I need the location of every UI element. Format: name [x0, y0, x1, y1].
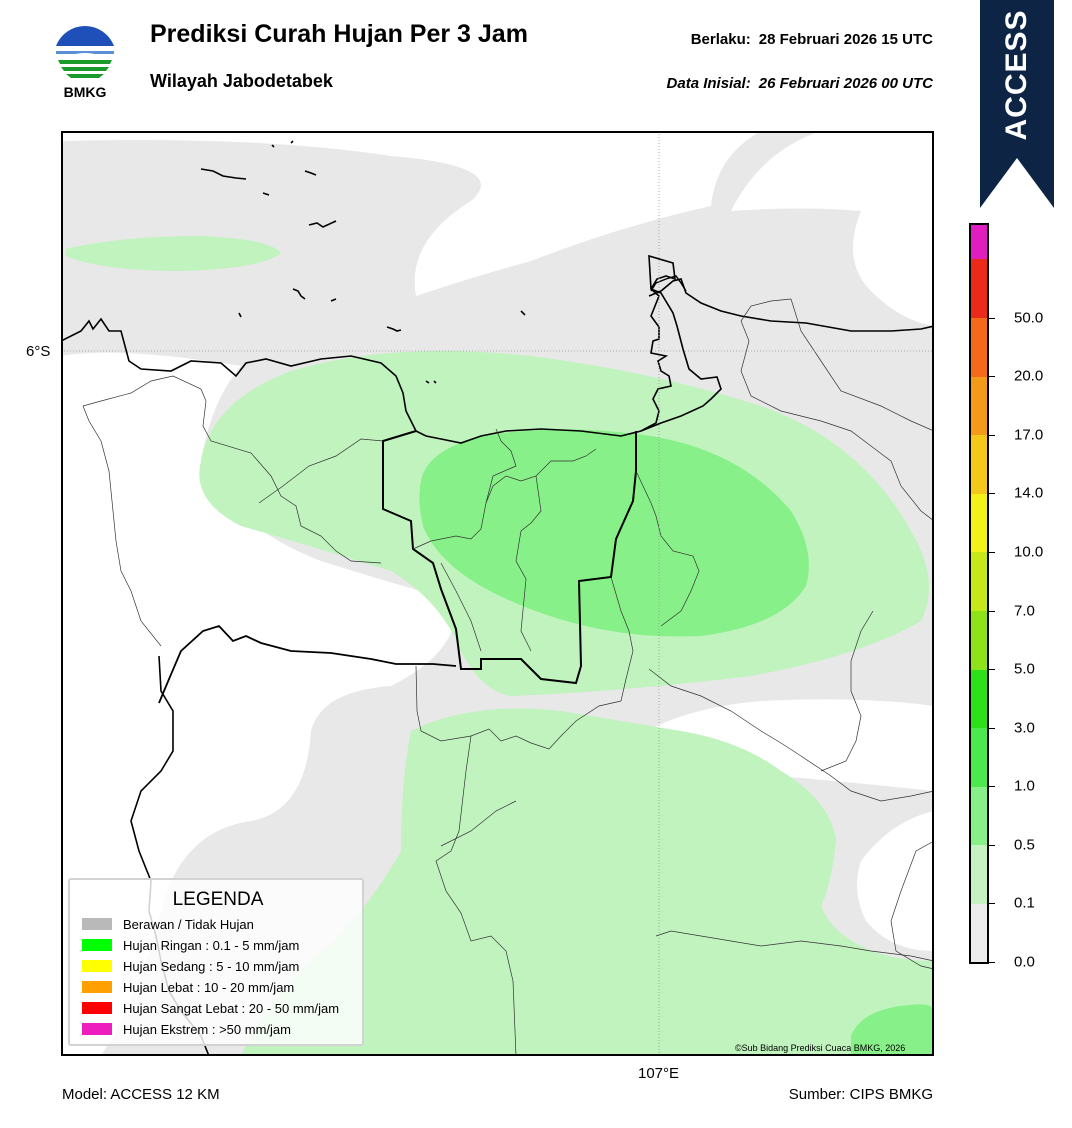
legend-label: Hujan Lebat : 10 - 20 mm/jam — [123, 979, 295, 995]
white-area-se2 — [857, 811, 934, 951]
legend-item: Hujan Ekstrem : >50 mm/jam — [82, 1020, 291, 1038]
colorbar-label: 14.0 — [1014, 484, 1044, 502]
colorbar-segment — [971, 317, 987, 377]
bmkg-logo — [54, 22, 116, 84]
init-time: Data Inisial: 26 Februari 2026 00 UTC — [667, 75, 933, 92]
legend-swatch — [82, 1023, 112, 1035]
district-boundaries — [82, 298, 934, 1056]
valid-value: 28 Februari 2026 15 UTC — [758, 31, 933, 48]
legend: LEGENDA Berawan / Tidak Hujan Hujan Ringa… — [68, 878, 364, 1046]
colorbar-segment — [971, 376, 987, 436]
legend-swatch — [82, 918, 112, 930]
legend-item: Hujan Sangat Lebat : 20 - 50 mm/jam — [82, 999, 339, 1017]
legend-item: Hujan Sedang : 5 - 10 mm/jam — [82, 957, 299, 975]
colorbar-segment — [971, 669, 987, 729]
colorbar-segment — [971, 844, 987, 904]
model-badge — [980, 0, 1054, 208]
legend-title: LEGENDA — [172, 889, 264, 910]
valid-time: Berlaku: 28 Februari 2026 15 UTC — [691, 31, 933, 48]
jakarta-boundary — [382, 430, 637, 685]
colorbar-label: 10.0 — [1014, 543, 1044, 561]
valid-label: Berlaku: — [690, 31, 751, 48]
legend-label: Hujan Sangat Lebat : 20 - 50 mm/jam — [123, 1000, 340, 1016]
model-badge-text: ACCESS — [1000, 9, 1033, 141]
colorbar-label: 0.5 — [1014, 836, 1035, 854]
very-light-rain-nw — [66, 236, 281, 271]
coastline-java-north — [61, 254, 722, 444]
colorbar-tick — [989, 903, 995, 905]
colorbar-segment — [971, 903, 987, 963]
legend-item: Hujan Lebat : 10 - 20 mm/jam — [82, 978, 294, 996]
colorbar-tick — [989, 786, 995, 788]
legend-label: Hujan Sedang : 5 - 10 mm/jam — [123, 958, 300, 974]
model-label: Model: ACCESS 12 KM — [62, 1086, 220, 1103]
colorbar-segment — [971, 786, 987, 846]
white-area-east — [731, 131, 934, 326]
colorbar-tick — [989, 669, 995, 671]
colorbar — [969, 223, 989, 964]
legend-label: Hujan Ekstrem : >50 mm/jam — [123, 1021, 291, 1037]
legend-item: Berawan / Tidak Hujan — [82, 915, 254, 933]
lat-label: 6°S — [26, 343, 51, 360]
colorbar-segment — [971, 493, 987, 553]
map-subtitle: Wilayah Jabodetabek — [150, 71, 333, 91]
colorbar-tick — [989, 727, 995, 729]
logo-text: BMKG — [63, 84, 107, 100]
colorbar-segment — [971, 610, 987, 670]
colorbar-tick — [989, 844, 995, 846]
colorbar-label: 1.0 — [1014, 777, 1035, 795]
colorbar-label: 0.0 — [1014, 953, 1035, 971]
very-light-rain-south — [241, 708, 934, 1056]
colorbar-tick — [989, 317, 995, 319]
colorbar-tick — [989, 376, 995, 378]
source-label: Sumber: CIPS BMKG — [788, 1086, 933, 1103]
legend-swatch — [82, 981, 112, 993]
legend-swatch — [82, 939, 112, 951]
colorbar-segment — [971, 259, 987, 318]
colorbar-tick — [989, 434, 995, 436]
thousand-islands — [200, 140, 526, 384]
colorbar-segment — [971, 551, 987, 611]
colorbar-segment — [971, 434, 987, 494]
lon-label: 107°E — [638, 1065, 680, 1082]
light-rain-core — [419, 429, 809, 637]
legend-swatch — [82, 1002, 112, 1014]
legend-swatch — [82, 960, 112, 972]
colorbar-segment — [971, 225, 987, 259]
colorbar-label: 7.0 — [1014, 602, 1035, 619]
light-rain-se — [851, 1004, 934, 1056]
coastline-east-north — [650, 275, 687, 292]
legend-label: Berawan / Tidak Hujan — [123, 916, 254, 932]
colorbar-tick — [989, 493, 995, 495]
colorbar-label: 50.0 — [1014, 309, 1044, 327]
map-title: Prediksi Curah Hujan Per 3 Jam — [150, 20, 528, 48]
legend-item: Hujan Ringan : 0.1 - 5 mm/jam — [82, 936, 299, 954]
colorbar-segment — [971, 727, 987, 787]
colorbar-label: 3.0 — [1014, 719, 1035, 737]
colorbar-tick — [989, 551, 995, 553]
legend-label: Hujan Ringan : 0.1 - 5 mm/jam — [123, 937, 300, 953]
copyright: ©Sub Bidang Prediksi Cuaca BMKG, 2026 — [735, 1043, 906, 1053]
init-value: 26 Februari 2026 00 UTC — [758, 75, 933, 92]
white-area-top — [61, 131, 761, 296]
colorbar-tick — [989, 610, 995, 612]
coastline-east — [648, 278, 934, 332]
init-label: Data Inisial: — [666, 75, 751, 92]
colorbar-label: 17.0 — [1014, 426, 1044, 444]
colorbar-label: 5.0 — [1014, 660, 1035, 678]
colorbar-tick — [989, 962, 995, 963]
banten-boundary — [158, 624, 457, 704]
colorbar-label: 20.0 — [1014, 367, 1044, 385]
colorbar-label: 0.1 — [1014, 894, 1035, 912]
